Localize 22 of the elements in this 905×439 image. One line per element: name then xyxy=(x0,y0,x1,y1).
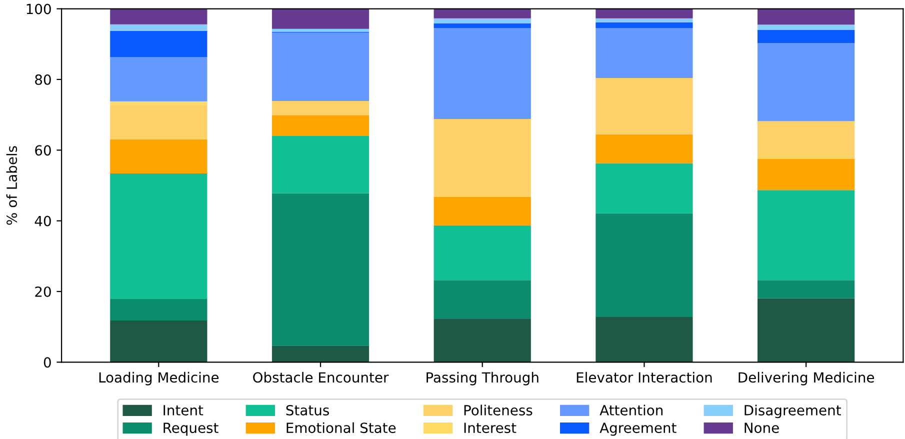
y-axis-title: % of Labels xyxy=(6,146,18,225)
legend-label: Politeness xyxy=(464,404,532,416)
y-tick-label: 100 xyxy=(26,4,51,14)
y-tick-label: 40 xyxy=(34,216,51,226)
y-tick-label: 80 xyxy=(35,74,51,85)
legend-label: Status xyxy=(286,404,329,416)
x-tick-label: Delivering Medicine xyxy=(738,372,874,386)
legend-label: Emotional State xyxy=(286,422,396,434)
legend-label: Agreement xyxy=(600,422,676,436)
x-tick-label: Loading Medicine xyxy=(99,372,219,386)
y-tick-label: 20 xyxy=(35,286,51,297)
y-tick-label: 0 xyxy=(44,357,51,368)
legend-label: Interest xyxy=(464,422,516,434)
x-tick-label: Passing Through xyxy=(426,372,538,386)
legend-label: Request xyxy=(164,422,218,436)
legend-label: None xyxy=(744,422,779,434)
x-tick-label: Elevator Interaction xyxy=(576,372,712,383)
y-tick-label: 60 xyxy=(35,145,51,156)
legend-label: Intent xyxy=(164,405,204,416)
legend-label: Disagreement xyxy=(744,404,841,418)
legend-label: Attention xyxy=(600,404,663,416)
x-tick-label: Obstacle Encounter xyxy=(253,372,389,383)
